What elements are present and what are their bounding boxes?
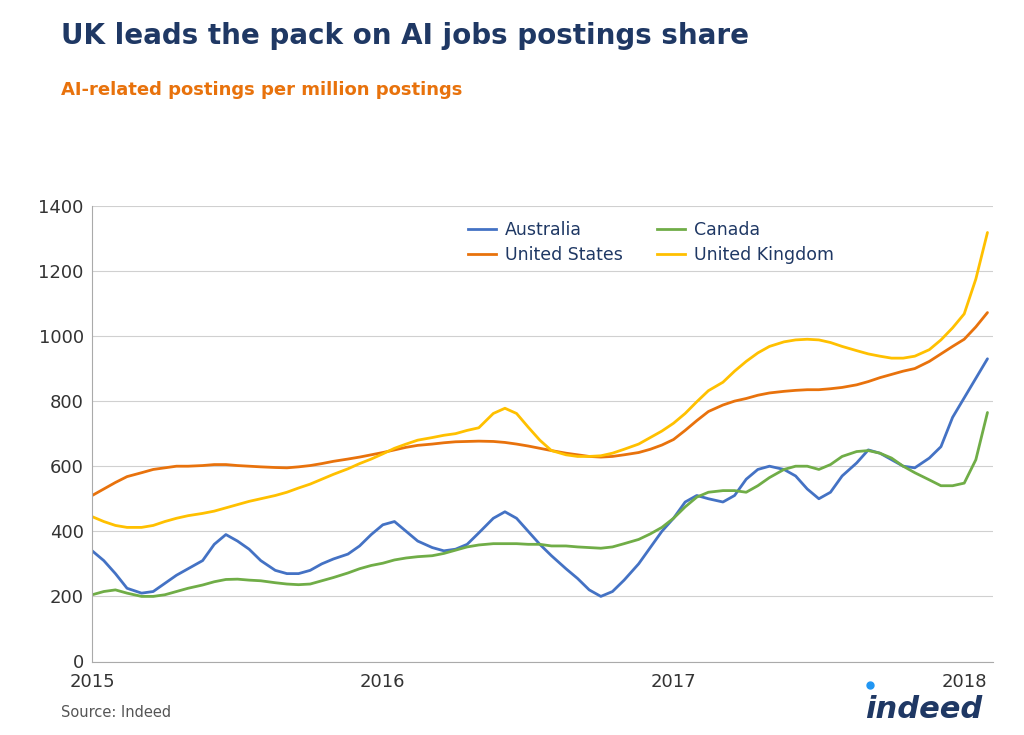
- Text: UK leads the pack on AI jobs postings share: UK leads the pack on AI jobs postings sh…: [61, 22, 750, 50]
- Text: Source: Indeed: Source: Indeed: [61, 706, 172, 720]
- Legend: Australia, United States, Canada, United Kingdom: Australia, United States, Canada, United…: [461, 215, 841, 271]
- Text: indeed: indeed: [865, 695, 983, 724]
- Text: AI-related postings per million postings: AI-related postings per million postings: [61, 81, 463, 98]
